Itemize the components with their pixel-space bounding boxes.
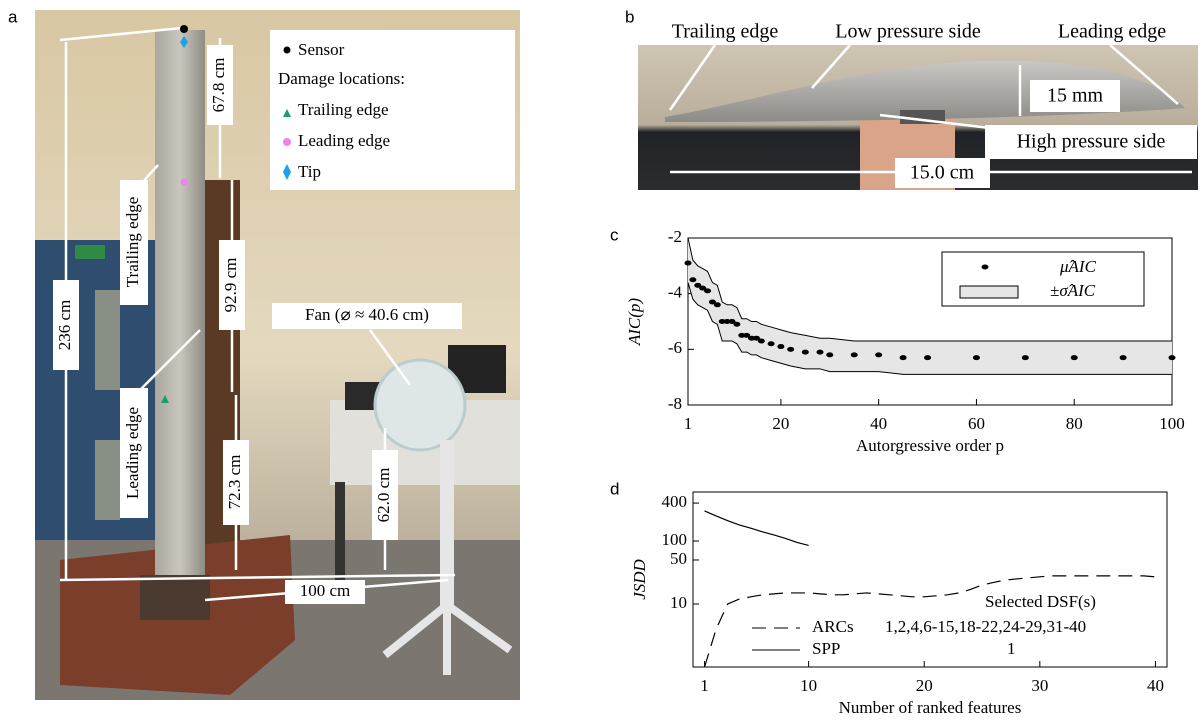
dimension-label: 62.0 cm: [374, 468, 393, 523]
point: [899, 355, 907, 361]
fan-label: Fan (⌀ ≈ 40.6 cm): [305, 305, 429, 324]
annotation: 15 mm: [1047, 85, 1104, 107]
point: [708, 299, 716, 305]
point: [777, 344, 785, 350]
x-tick-label: 20: [916, 676, 933, 695]
x-tick-label: 1: [700, 676, 709, 695]
edge-label: Leading edge: [123, 407, 142, 499]
dimension-label: 100 cm: [300, 581, 351, 600]
x-tick-label: 1: [684, 414, 693, 433]
point: [689, 277, 697, 283]
legend-text: Sensor: [298, 40, 345, 59]
point: [801, 349, 809, 355]
panel-label: d: [610, 479, 619, 498]
band-area: [688, 238, 1172, 375]
edge-label: Trailing edge: [123, 197, 142, 288]
point: [733, 321, 741, 327]
point: [850, 352, 858, 358]
legend-text: Tip: [298, 162, 321, 181]
legend-text: Leading edge: [298, 131, 390, 150]
point: [699, 285, 707, 291]
point: [694, 282, 702, 288]
legend-marker: [981, 264, 989, 270]
point: [728, 319, 736, 324]
y-tick-label: -2: [668, 227, 682, 246]
y-tick-label: 400: [662, 492, 688, 511]
annotation: High pressure side: [1017, 131, 1166, 153]
x-tick-label: 20: [772, 414, 789, 433]
panel-label: b: [625, 7, 634, 26]
y-tick-label: 100: [662, 530, 688, 549]
x-tick-label: 40: [870, 414, 887, 433]
y-axis-label: AIC(p): [625, 298, 644, 347]
plot-frame: [692, 491, 1168, 668]
x-tick-label: 100: [1159, 414, 1185, 433]
y-tick-label: -8: [668, 394, 682, 413]
point: [1168, 355, 1176, 361]
legend-text: SPP: [812, 639, 840, 658]
point: [723, 319, 731, 324]
panel-label: a: [8, 7, 18, 26]
point: [787, 346, 795, 352]
point: [704, 288, 712, 294]
x-tick-label: 30: [1031, 676, 1048, 695]
legend-swatch: [959, 285, 1019, 299]
dimension-labels: 236 cm 67.8 cm 92.9 cm 72.3 cm 62.0 cm 1…: [8, 7, 462, 604]
point: [1070, 355, 1078, 361]
point: [1119, 355, 1127, 361]
charts: -8 -6 -4 -2 1 20 40 60 80 100 Autorgressive order …: [610, 225, 1185, 716]
dimension-label: 92.9 cm: [221, 258, 240, 313]
plot-frame: [687, 237, 1173, 406]
point: [875, 352, 883, 358]
annotation: Low pressure side: [835, 21, 981, 43]
dimension-label: 72.3 cm: [225, 455, 244, 510]
legend-text: Trailing edge: [298, 100, 389, 119]
band-lower: [687, 282, 1172, 375]
annotation: Trailing edge: [672, 21, 779, 43]
band-upper: [687, 237, 1172, 342]
line: [704, 510, 809, 547]
legend-text: μ̂AIC: [1059, 257, 1097, 276]
dimension-label: 236 cm: [55, 300, 74, 351]
point: [924, 355, 932, 361]
point: [816, 349, 824, 355]
point: [752, 335, 760, 341]
y-tick-label: 10: [670, 593, 687, 612]
legend-heading: Damage locations:: [278, 69, 405, 88]
x-tick-label: 10: [800, 676, 817, 695]
point: [743, 332, 751, 338]
point: [748, 335, 756, 341]
legend-a: Sensor Damage locations: Trailing edge L…: [270, 30, 515, 190]
point: [972, 355, 980, 361]
annotation: 15.0 cm: [910, 162, 975, 184]
point: [718, 319, 726, 324]
y-tick-label: -4: [668, 283, 683, 302]
photo-b: b Trailing edge Low pressure side Leadin…: [625, 7, 1198, 190]
y-axis-label: JSDD: [630, 558, 649, 599]
dimension-label: 67.8 cm: [209, 58, 228, 113]
point: [684, 260, 692, 266]
line: [703, 575, 1156, 668]
x-axis-label: Number of ranked features: [839, 698, 1022, 717]
point: [738, 332, 746, 338]
panel-label: c: [610, 225, 619, 244]
y-tick-label: 50: [670, 549, 687, 568]
annotation: Leading edge: [1058, 21, 1166, 43]
legend-selected: 1: [1007, 639, 1016, 658]
legend-title: Selected DSF(s): [985, 592, 1096, 611]
point: [713, 302, 721, 308]
legend-text: ±σ̂AIC: [1050, 281, 1096, 300]
legend-text: ARCs: [812, 617, 854, 636]
point: [757, 338, 765, 344]
point: [767, 341, 775, 347]
x-tick-label: 40: [1147, 676, 1164, 695]
x-axis-label: Autorgressive order p: [856, 436, 1004, 455]
x-tick-label: 80: [1066, 414, 1083, 433]
point: [1021, 355, 1029, 361]
point: [826, 352, 834, 358]
x-tick-label: 60: [968, 414, 985, 433]
y-tick-label: -6: [668, 338, 682, 357]
legend-selected: 1,2,4,6-15,18-22,24-29,31-40: [885, 617, 1086, 636]
